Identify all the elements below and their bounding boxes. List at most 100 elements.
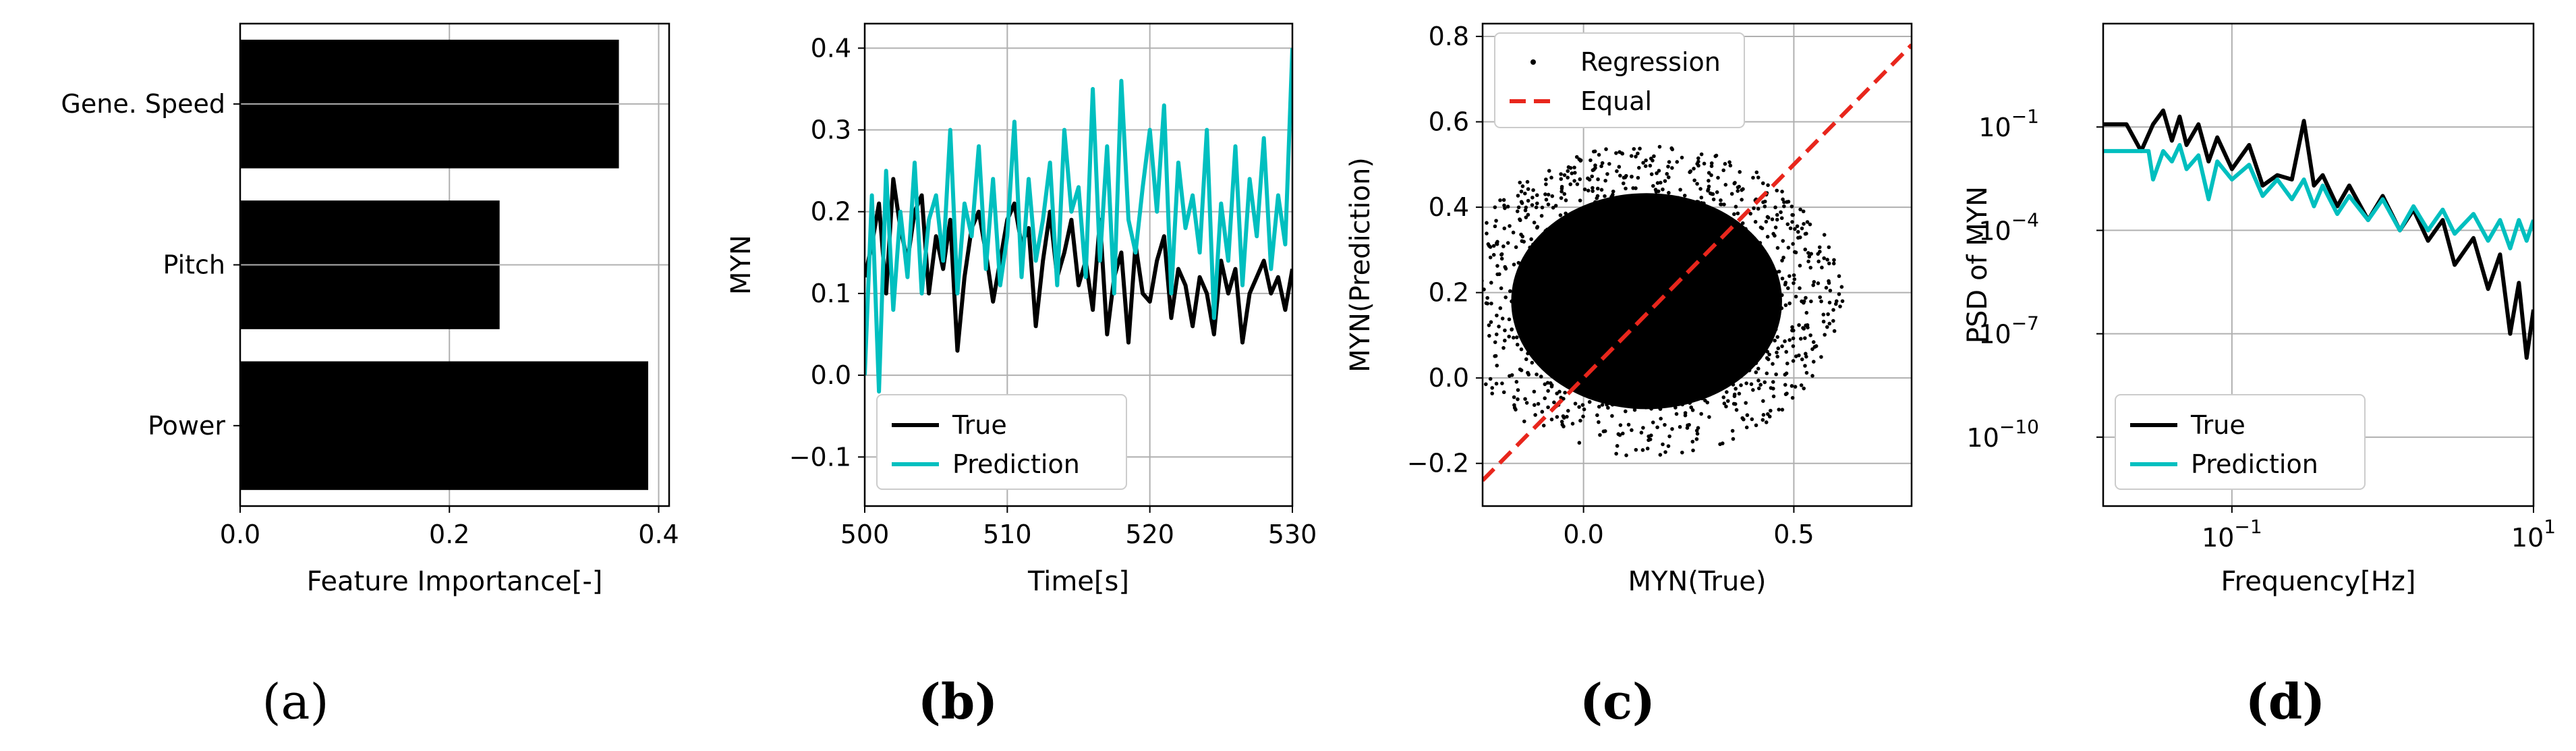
scatter-point: [1749, 382, 1754, 387]
legend: Regression Equal: [1494, 32, 1745, 128]
scatter-point: [1545, 227, 1549, 232]
scatter-point: [1515, 310, 1519, 315]
scatter-point: [1498, 306, 1503, 310]
x-tick-label: 0.0: [220, 520, 260, 549]
scatter-point: [1808, 222, 1812, 227]
scatter-point: [1624, 409, 1628, 414]
scatter-point: [1696, 426, 1700, 430]
x-tick-label: 510: [983, 520, 1032, 549]
scatter-point: [1827, 321, 1832, 326]
scatter-point: [1600, 403, 1605, 407]
scatter-point: [1744, 425, 1749, 430]
scatter-point: [1723, 162, 1727, 166]
scatter-point: [1734, 408, 1739, 412]
scatter-point: [1519, 347, 1524, 352]
scatter-point: [1724, 404, 1728, 409]
scatter-point: [1809, 299, 1813, 304]
scatter-point: [1532, 389, 1537, 394]
scatter-point: [1529, 237, 1533, 242]
scatter-point: [1768, 286, 1772, 290]
scatter-point: [1540, 205, 1545, 210]
scatter-point: [1817, 245, 1822, 250]
scatter-point: [1655, 171, 1659, 175]
scatter-point: [1516, 194, 1520, 198]
scatter-point: [1773, 327, 1778, 331]
scatter-point: [1702, 218, 1707, 223]
scatter-point: [1747, 235, 1751, 240]
scatter-point: [1722, 202, 1726, 206]
scatter-point: [1539, 238, 1544, 243]
scatter-point: [1666, 444, 1671, 448]
y-tick-label-base: 10: [1967, 423, 1999, 453]
scatter-point: [1644, 201, 1649, 206]
scatter-point: [1495, 363, 1499, 368]
legend-label: True: [952, 410, 1007, 440]
scatter-point: [1632, 408, 1637, 412]
scatter-point: [1739, 383, 1743, 387]
scatter-point: [1559, 196, 1564, 200]
scatter-point: [1516, 260, 1521, 265]
scatter-point: [1682, 399, 1687, 404]
scatter-point: [1468, 252, 1472, 256]
scatter-point: [1604, 147, 1608, 151]
panel-label-d: (d): [2245, 673, 2325, 730]
scatter-point: [1811, 340, 1816, 344]
series-line-prediction: [2103, 142, 2534, 251]
scatter-point: [1568, 229, 1572, 233]
scatter-point: [1811, 360, 1816, 364]
scatter-point: [1736, 211, 1740, 216]
scatter-point: [1611, 399, 1616, 404]
scatter-point: [1477, 353, 1481, 357]
y-axis-label: PSD of MYN: [1962, 186, 1993, 343]
scatter-point: [1727, 218, 1731, 223]
scatter-point: [1510, 327, 1514, 332]
scatter-point: [1570, 171, 1574, 175]
panel-a-feature-importance-chart: 0.0 0.2 0.4 Gene. Speed Pitch Power Feature Im…: [61, 22, 679, 730]
scatter-point: [1630, 199, 1635, 203]
scatter-point: [1508, 289, 1512, 294]
scatter-point: [1502, 203, 1506, 208]
scatter-point: [1775, 350, 1779, 355]
scatter-point: [1462, 335, 1466, 339]
scatter-point: [1749, 257, 1753, 262]
scatter-point: [1740, 233, 1744, 238]
scatter-point: [1805, 220, 1810, 224]
scatter-point: [1765, 371, 1769, 376]
scatter-point: [1624, 453, 1628, 457]
scatter-point: [1559, 186, 1564, 191]
scatter-point: [1526, 187, 1530, 191]
scatter-point: [1499, 252, 1504, 256]
scatter-point: [1535, 372, 1539, 377]
scatter-point: [1690, 439, 1695, 444]
y-tick-label: 0.4: [1429, 192, 1469, 222]
scatter-point: [1758, 275, 1762, 279]
scatter-point: [1547, 169, 1551, 173]
scatter-point: [1566, 165, 1571, 169]
scatter-point: [1512, 301, 1516, 306]
scatter-point: [1630, 428, 1634, 433]
scatter-point: [1783, 383, 1787, 387]
scatter-point: [1530, 360, 1535, 365]
scatter-point: [1549, 383, 1554, 387]
scatter-point: [1573, 171, 1577, 175]
scatter-point: [1729, 232, 1734, 237]
scatter-point: [1489, 281, 1493, 285]
scatter-point: [1648, 437, 1653, 442]
scatter-point: [1733, 227, 1738, 232]
scatter-point: [1578, 177, 1582, 182]
scatter-point: [1761, 412, 1766, 417]
scatter-point: [1588, 158, 1593, 163]
scatter-point: [1494, 219, 1498, 223]
scatter-point: [1800, 299, 1804, 304]
scatter-point: [1827, 261, 1831, 266]
scatter-point: [1783, 339, 1787, 343]
scatter-point: [1747, 341, 1752, 346]
scatter-point: [1520, 184, 1525, 188]
scatter-point: [1530, 203, 1535, 207]
scatter-point: [1638, 146, 1642, 151]
scatter-point: [1732, 394, 1737, 398]
scatter-point: [1634, 447, 1638, 452]
scatter-point: [1543, 382, 1547, 387]
y-tick-label-exponent: −4: [2011, 208, 2039, 231]
scatter-point: [1523, 341, 1528, 345]
